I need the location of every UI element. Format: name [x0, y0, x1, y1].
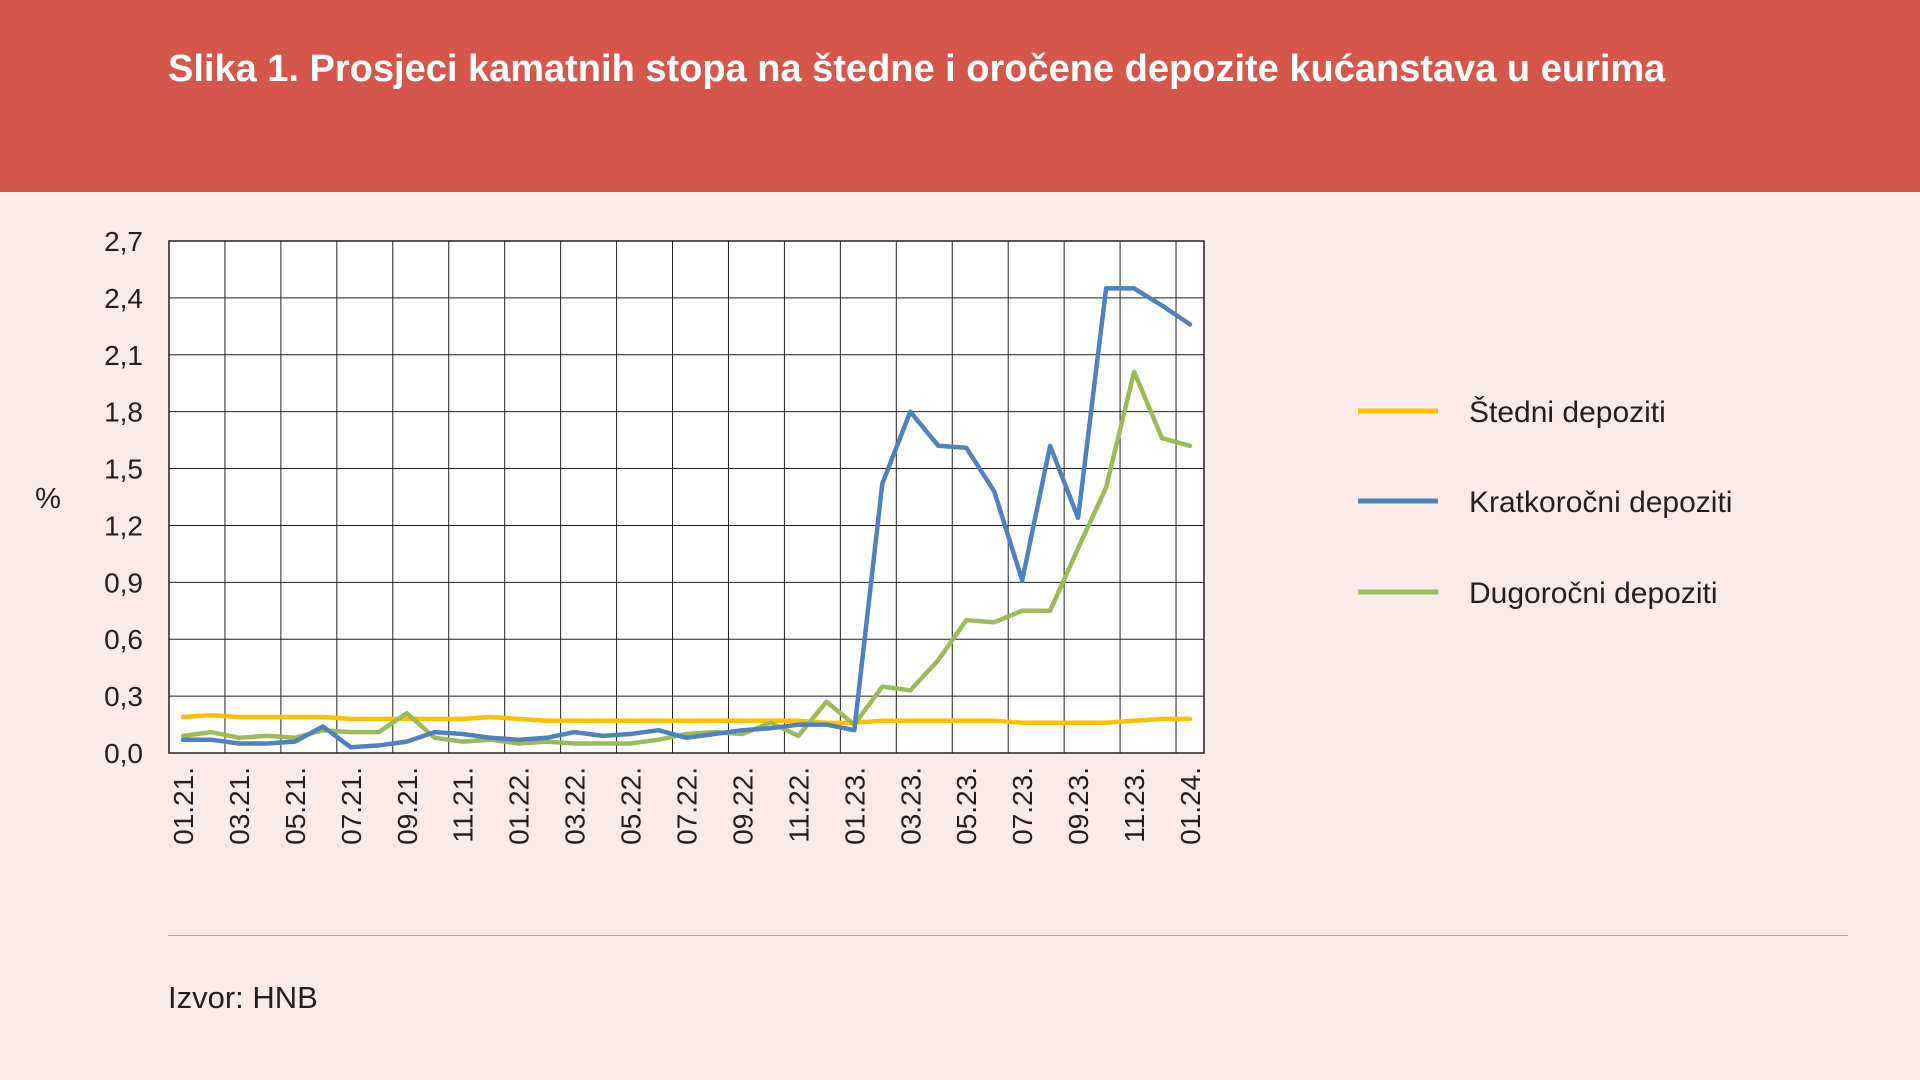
- x-tick-label: 09.21.: [392, 767, 423, 845]
- x-tick-label: 11.23.: [1119, 767, 1150, 843]
- plot-area: [169, 241, 1204, 753]
- source-note: Izvor: HNB: [168, 980, 318, 1015]
- x-tick-label: 07.23.: [1007, 767, 1038, 845]
- y-tick-label: 2,7: [104, 226, 143, 257]
- series-line-2: [180, 286, 1193, 750]
- x-tick-label: 01.23.: [839, 767, 870, 845]
- x-tick-label: 05.21.: [280, 767, 311, 845]
- y-axis-label: %: [35, 483, 61, 515]
- legend-label: Kratkoročni depoziti: [1469, 486, 1732, 519]
- y-tick-label: 1,8: [104, 397, 143, 428]
- y-tick-label: 0,0: [104, 738, 143, 769]
- divider-line: [168, 935, 1848, 936]
- y-tick-label: 0,9: [104, 567, 143, 598]
- x-tick-label: 07.21.: [336, 767, 367, 845]
- series-line-3: [180, 369, 1193, 746]
- x-tick-label: 05.23.: [951, 767, 982, 845]
- x-tick-label: 11.22.: [783, 767, 814, 843]
- x-tick-label: 11.21.: [448, 767, 479, 843]
- series-line-1: [180, 712, 1193, 725]
- legend-label: Štedni depoziti: [1469, 395, 1666, 429]
- x-tick-label: 01.21.: [168, 767, 199, 845]
- y-tick-label: 1,5: [104, 454, 143, 485]
- y-tick-label: 2,4: [104, 283, 143, 314]
- x-tick-label: 09.22.: [727, 767, 758, 845]
- x-tick-label: 03.21.: [224, 767, 255, 845]
- x-tick-label: 09.23.: [1063, 767, 1094, 845]
- legend-label: Dugoročni depoziti: [1469, 577, 1717, 610]
- x-tick-label: 03.22.: [560, 767, 591, 845]
- plot-border: [168, 240, 1205, 754]
- chart-title: Slika 1. Prosjeci kamatnih stopa na šted…: [168, 48, 1666, 90]
- y-tick-label: 2,1: [104, 340, 143, 371]
- x-tick-label: 03.23.: [895, 767, 926, 845]
- y-tick-label: 1,2: [104, 510, 143, 541]
- x-tick-label: 01.24.: [1175, 767, 1206, 845]
- y-tick-label: 0,6: [104, 624, 143, 655]
- x-tick-label: 01.22.: [504, 767, 535, 845]
- y-tick-label: 0,3: [104, 681, 143, 712]
- line-chart: 0,0 0,3 0,6 0,9 1,2 1,5 1,8 2,1 2,4 2,7 01.21. 03.2…: [35, 226, 1732, 845]
- x-tick-label: 07.22.: [672, 767, 703, 845]
- title-banner: Slika 1. Prosjeci kamatnih stopa na šted…: [0, 0, 1920, 192]
- x-tick-label: 05.22.: [616, 767, 647, 845]
